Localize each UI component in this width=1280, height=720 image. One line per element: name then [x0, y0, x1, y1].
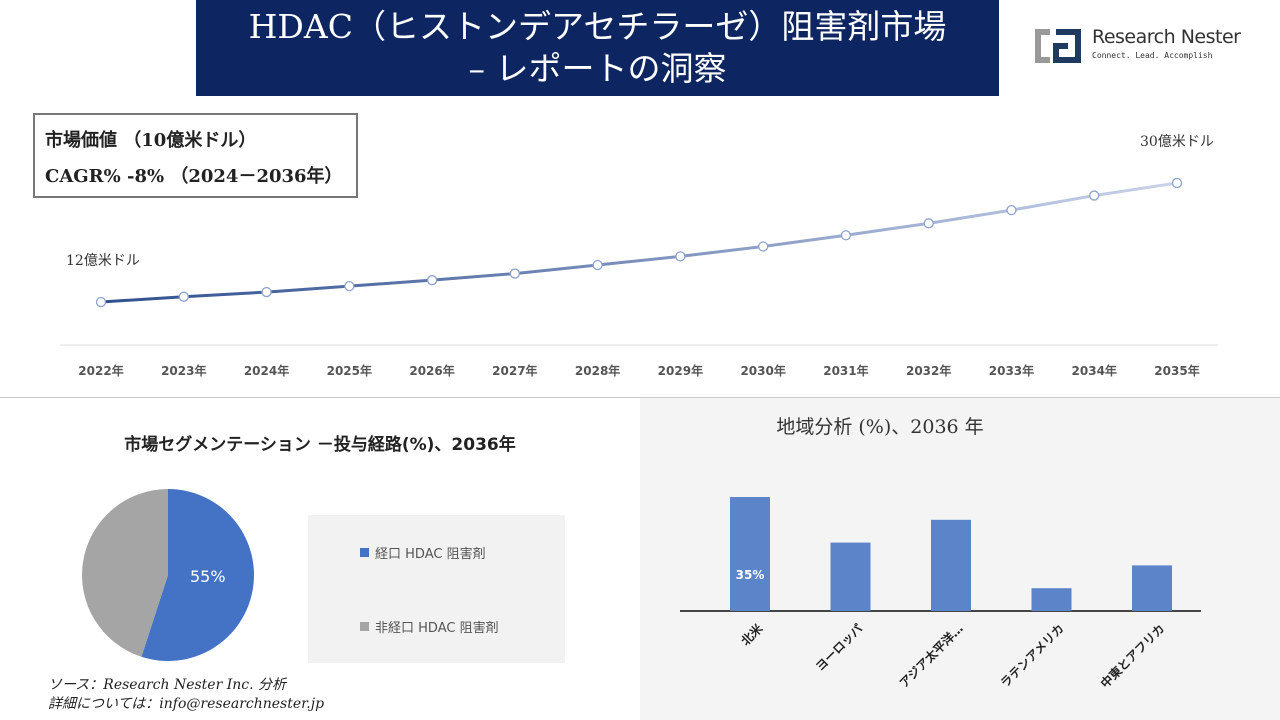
line-point: [675, 251, 686, 262]
line-point: [178, 291, 189, 302]
x-tick-label: 2030年: [740, 364, 786, 378]
legend-label: 非経口 HDAC 阻害剤: [375, 621, 499, 636]
line-point: [344, 280, 355, 292]
bar-title: 地域分析 (%)、2036 年: [776, 416, 984, 438]
bar: [1031, 588, 1072, 611]
market-value-label: 市場価値 （10億米ドル）: [45, 130, 257, 151]
pie-title: 市場セグメンテーション －投与経路(%)、2036年: [124, 435, 516, 455]
line-point: [426, 275, 438, 286]
x-tick-label: 2035年: [1154, 364, 1200, 378]
logo-tagline: Connect. Lead. Accomplish: [1092, 51, 1213, 60]
bar: [830, 542, 871, 611]
end-value-label: 30億米ドル: [1140, 134, 1214, 150]
x-tick-label: 2024年: [243, 364, 290, 378]
line-chart: [60, 177, 1218, 346]
source-text: ソース：Research Nester Inc. 分析: [48, 677, 287, 693]
x-tick-label: 2025年: [326, 364, 372, 378]
legend-item-oral: 経口 HDAC 阻害剤: [360, 543, 486, 562]
line-point: [1089, 190, 1100, 201]
line-point: [923, 218, 934, 229]
x-tick-label: 2026年: [409, 364, 455, 378]
line-point: [1006, 204, 1017, 216]
line-point: [95, 296, 107, 308]
bar: [931, 519, 971, 611]
pie-chart: [81, 489, 254, 661]
pie-slice: [141, 489, 254, 661]
line-point: [758, 241, 769, 252]
line-point: [261, 286, 272, 298]
line-point: [840, 230, 852, 241]
contact-text: 詳細については：info@researchnester.jp: [48, 696, 325, 712]
x-tick-label: 2033年: [988, 364, 1035, 378]
legend-label: 経口 HDAC 阻害剤: [375, 547, 486, 562]
line-point: [509, 268, 520, 279]
x-tick-label: 2023年: [161, 364, 207, 378]
line-point: [1171, 177, 1183, 189]
legend-item-parenteral: 非経口 HDAC 阻害剤: [360, 617, 499, 636]
cagr-label: CAGR% -8% （2024－2036年）: [45, 166, 343, 187]
logo: Research Nester Connect. Lead. Accomplis…: [1034, 26, 1254, 66]
bar: [1132, 565, 1172, 611]
pie-legend: 経口 HDAC 阻害剤 非経口 HDAC 阻害剤: [308, 515, 565, 663]
x-tick-label: 2032年: [905, 364, 952, 378]
divider: [0, 397, 1280, 398]
bar-data-label: 35%: [736, 568, 765, 582]
legend-swatch: [360, 548, 369, 557]
x-tick-label: 2027年: [492, 364, 538, 378]
title-line-2: – レポートの洞察: [468, 49, 727, 88]
line-point: [592, 259, 603, 271]
x-tick-label: 2031年: [823, 364, 869, 378]
bar-chart: 35%: [680, 497, 1201, 612]
logo-icon: [1035, 29, 1081, 63]
footer: ソース：Research Nester Inc. 分析 詳細については：info…: [48, 676, 324, 714]
x-tick-label: 2022年: [78, 364, 124, 378]
x-tick-label: 2034年: [1071, 364, 1117, 378]
x-tick-label: 2029年: [657, 364, 704, 378]
page-title: HDAC（ヒストンデアセチラーゼ）阻害剤市場 – レポートの洞察: [196, 0, 999, 96]
info-box: 市場価値 （10億米ドル） CAGR% -8% （2024－2036年）: [33, 113, 358, 198]
pie-slice: [81, 489, 168, 657]
title-line-1: HDAC（ヒストンデアセチラーゼ）阻害剤市場: [248, 7, 947, 46]
line-series: [100, 181, 1178, 304]
start-value-label: 12億米ドル: [66, 253, 140, 269]
x-tick-label: 2028年: [574, 364, 621, 378]
bar: [730, 497, 770, 611]
legend-swatch: [360, 622, 369, 631]
pie-data-label: 55%: [190, 567, 226, 586]
logo-name: Research Nester: [1092, 26, 1241, 48]
